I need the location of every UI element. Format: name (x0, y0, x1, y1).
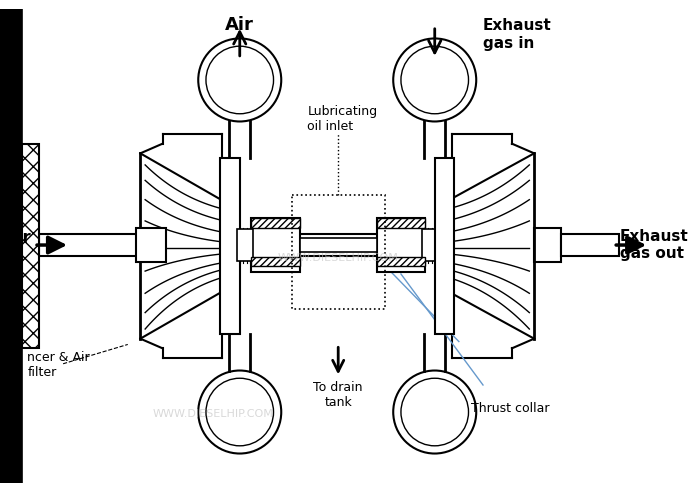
Text: Lubricating
oil inlet: Lubricating oil inlet (307, 105, 378, 133)
Bar (1, 8, 22, 484)
Circle shape (206, 46, 274, 114)
Bar (237, 229, 253, 261)
Circle shape (393, 38, 476, 122)
Text: Air: Air (4, 229, 31, 247)
Bar (422, 229, 438, 261)
Circle shape (198, 38, 281, 122)
Text: WWW.DIESELHIP.COM: WWW.DIESELHIP.COM (152, 409, 273, 419)
Text: WWW.DIESELHIP.COM: WWW.DIESELHIP.COM (278, 252, 399, 263)
Bar (292, 195, 385, 309)
Bar (561, 234, 619, 256)
Bar (251, 218, 299, 228)
Circle shape (401, 46, 468, 114)
Circle shape (206, 378, 274, 446)
Text: Air: Air (225, 16, 254, 34)
Bar (22, 144, 39, 348)
Bar (435, 158, 454, 334)
Text: Exhaust
gas out: Exhaust gas out (620, 229, 689, 261)
Text: Thrust collar: Thrust collar (471, 402, 550, 415)
Bar (377, 218, 425, 272)
Bar (377, 218, 425, 228)
Bar (39, 234, 143, 256)
Bar (221, 158, 239, 334)
Text: To drain
tank: To drain tank (313, 381, 363, 409)
Circle shape (401, 378, 468, 446)
Bar (299, 238, 377, 252)
Bar (251, 218, 299, 272)
Text: ncer & Air
filter: ncer & Air filter (27, 351, 90, 379)
Bar (534, 228, 561, 262)
Bar (239, 234, 435, 256)
Circle shape (393, 370, 476, 454)
Text: Exhaust
gas in: Exhaust gas in (483, 18, 551, 51)
Circle shape (198, 370, 281, 454)
Bar (135, 228, 166, 262)
Bar (377, 257, 425, 266)
Bar (251, 257, 299, 266)
